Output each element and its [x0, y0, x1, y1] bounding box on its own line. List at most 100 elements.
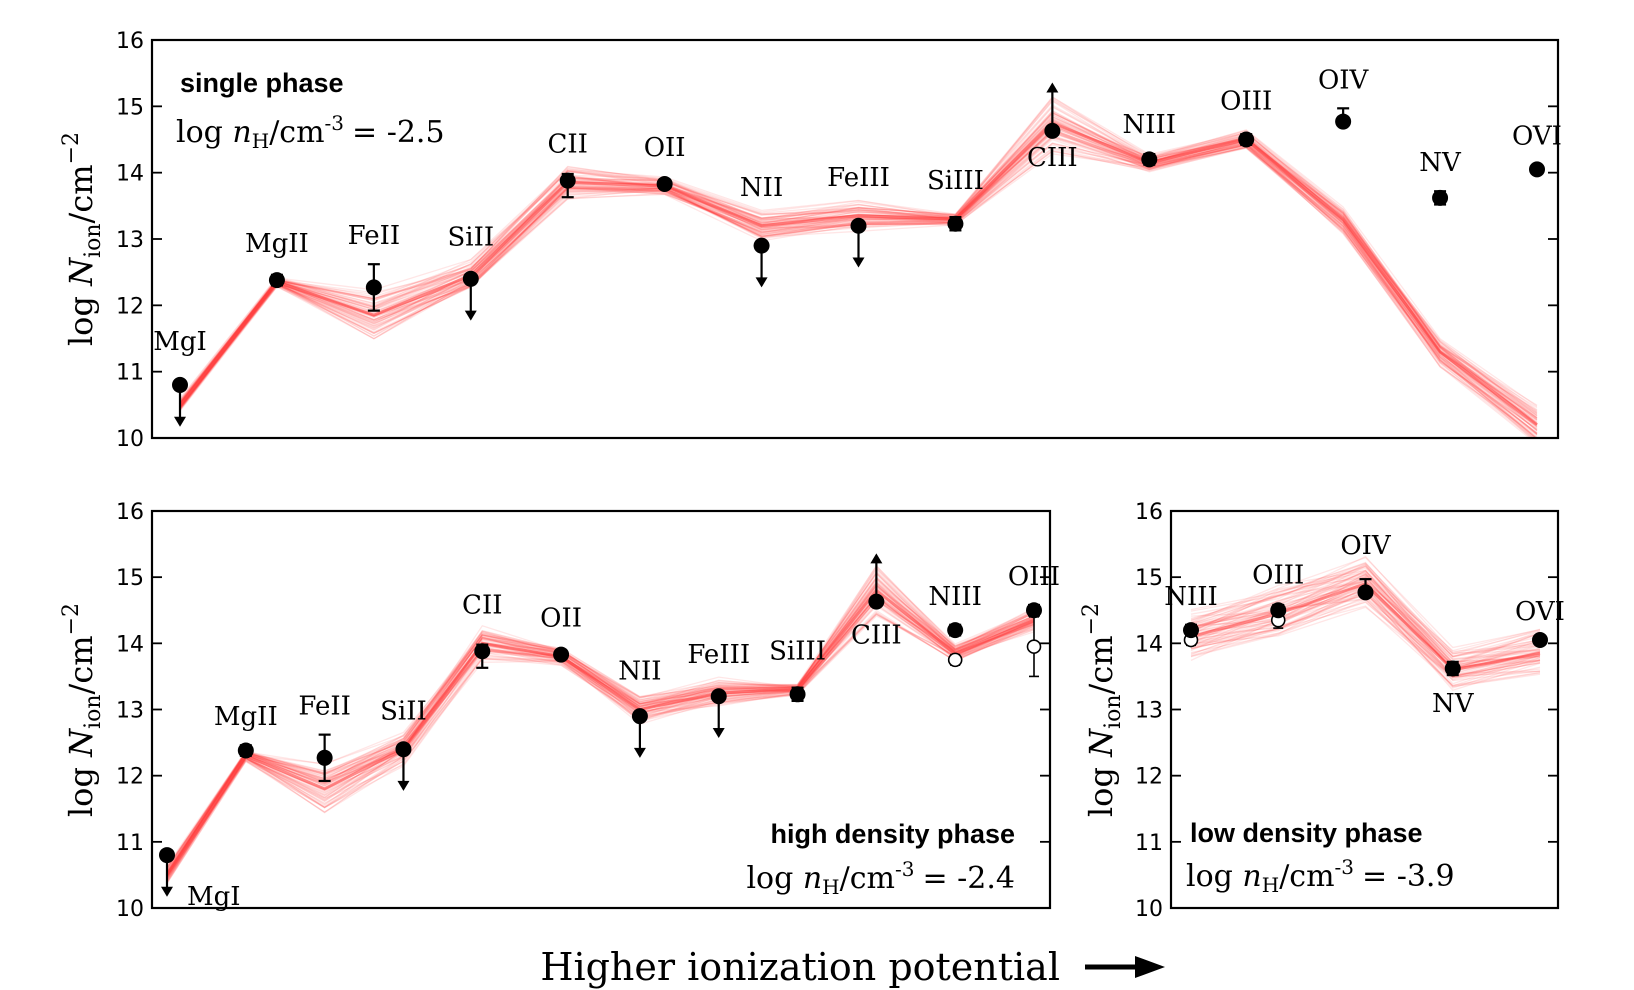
upper-limit-arrowhead: [755, 277, 768, 288]
panel-title-high: high density phase: [770, 819, 1015, 849]
ion-label: CIII: [1027, 143, 1078, 173]
data-point-siiii: [789, 686, 806, 703]
x-axis-label: Higher ionization potential: [540, 945, 1060, 989]
model-curve: [1190, 556, 1541, 649]
model-curve: [166, 564, 1035, 873]
panel-title-single: single phase: [180, 68, 344, 98]
ion-label: OII: [644, 133, 686, 163]
y-tick-label: 11: [116, 831, 144, 856]
y-tick-label: 10: [1135, 897, 1163, 922]
data-point-nii: [753, 237, 770, 254]
data-point-oii: [553, 646, 570, 663]
ion-label: OII: [540, 604, 582, 634]
ion-label: FeIII: [827, 163, 890, 193]
data-point-ciii: [868, 593, 885, 610]
ion-label: OIV: [1340, 531, 1392, 561]
data-point-nv: [1432, 189, 1449, 206]
y-axis-label-low: log Nion/cm−2: [1079, 603, 1126, 817]
ion-label: SiIII: [769, 637, 826, 667]
ion-label: MgI: [153, 327, 207, 357]
data-points-low: [1183, 578, 1548, 677]
y-tick-label: 12: [116, 765, 144, 790]
model-curve: [166, 602, 1035, 881]
model-median-curve: [165, 588, 1035, 876]
panel-single-phase: 10 11 12 13 14 15 16 MgI MgII FeII SiII CII OII NII F…: [59, 29, 1562, 452]
model-curve: [166, 605, 1035, 879]
model-curve: [179, 116, 1538, 411]
model-curve: [1190, 601, 1541, 678]
plot-frame-high: [150, 509, 1052, 910]
model-curve: [166, 579, 1035, 868]
model-curve: [166, 613, 1035, 880]
data-point-mgii: [237, 742, 254, 759]
ion-label: OIII: [1220, 87, 1272, 117]
model-curve: [179, 136, 1538, 426]
model-curve: [1190, 565, 1541, 665]
data-point-feii: [316, 749, 333, 766]
model-curve: [166, 595, 1035, 883]
y-tick-label: 14: [1135, 632, 1163, 657]
model-curve: [179, 112, 1538, 414]
y-axis-label-single: log Nion/cm−2: [59, 132, 106, 346]
model-curve: [166, 613, 1035, 882]
model-curve: [1190, 561, 1541, 664]
panel-title-low: low density phase: [1190, 818, 1423, 848]
model-curve: [179, 112, 1538, 414]
model-curve: [166, 603, 1035, 879]
model-curve: [166, 568, 1035, 870]
density-label-single: log nH/cm-3 = -2.5: [176, 111, 445, 153]
y-tick-label: 14: [116, 632, 144, 657]
model-curve: [1190, 565, 1541, 658]
model-curve: [166, 595, 1035, 878]
model-curve: [166, 599, 1035, 882]
model-curve: [166, 571, 1035, 869]
model-curve: [1190, 573, 1541, 671]
upper-limit-arrowhead: [397, 780, 410, 791]
model-curve: [166, 609, 1035, 884]
model-curve: [179, 134, 1538, 435]
plot-frame-low: [1169, 509, 1560, 910]
model-curve: [1190, 564, 1541, 668]
ion-label: CII: [547, 130, 587, 160]
y-tick-label: 15: [116, 566, 144, 591]
model-curve: [179, 100, 1538, 424]
data-point-mgi: [172, 376, 188, 393]
ion-label: NIII: [928, 582, 982, 612]
y-tick-label: 16: [116, 500, 144, 525]
model-curve: [1190, 573, 1541, 652]
ion-label: NV: [1432, 689, 1475, 719]
ion-label: OIV: [1318, 65, 1370, 95]
model-curve: [166, 585, 1035, 873]
model-curves-high: [165, 564, 1035, 884]
density-label-high: log nH/cm-3 = -2.4: [746, 857, 1015, 899]
model-curve: [166, 595, 1035, 880]
ion-label: SiII: [380, 696, 427, 726]
model-curve: [1190, 569, 1541, 655]
y-tick-label: 11: [1135, 831, 1163, 856]
model-curve: [166, 592, 1035, 877]
model-curve: [1190, 562, 1541, 658]
upper-limit-arrowhead: [712, 727, 725, 738]
model-curve: [1190, 565, 1541, 658]
data-point-oiii: [1238, 131, 1255, 148]
model-curve: [1190, 567, 1541, 653]
model-curve: [1190, 577, 1541, 670]
model-curve: [166, 567, 1035, 867]
data-points-single: [172, 82, 1545, 427]
y-axis-label-high: log Nion/cm−2: [59, 603, 106, 817]
data-point-oiv: [1357, 584, 1374, 601]
ion-label: MgII: [214, 702, 278, 732]
data-point-feiii: [850, 217, 867, 234]
model-curve: [166, 611, 1035, 879]
model-curve: [179, 104, 1538, 407]
data-point-siii: [462, 270, 479, 287]
y-tick-label: 13: [116, 228, 144, 253]
model-curve: [1190, 574, 1541, 666]
model-curve: [1190, 606, 1541, 678]
open-data-point: [1026, 639, 1042, 654]
data-point-cii: [559, 172, 576, 189]
x-axis-arrow: [1085, 956, 1165, 978]
data-point-feii: [365, 279, 382, 296]
data-point-ovi: [1532, 632, 1548, 649]
ion-label: MgII: [245, 229, 309, 259]
